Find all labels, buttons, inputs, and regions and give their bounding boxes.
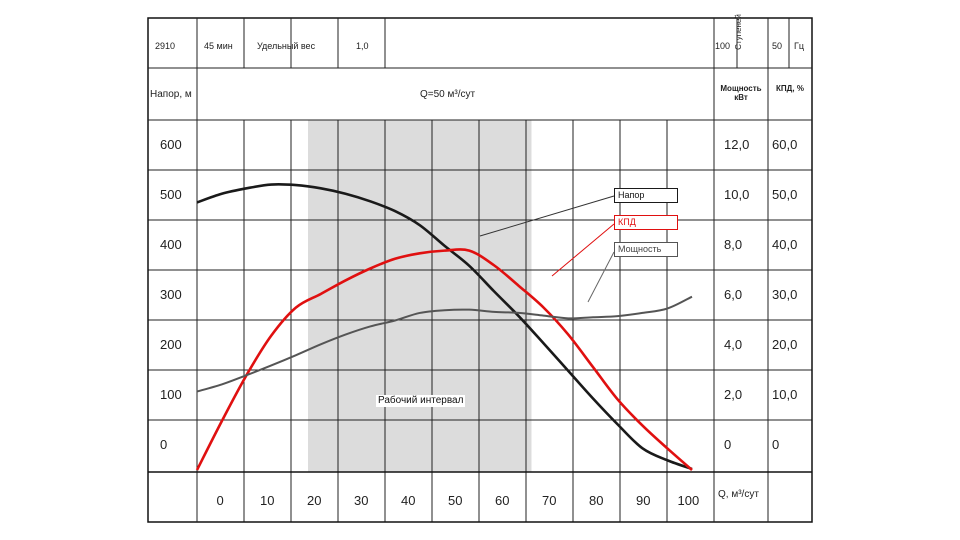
power-tick-label: 4,0	[724, 337, 743, 352]
efficiency-tick-label: 20,0	[772, 337, 798, 352]
x-tick-label: 90	[636, 493, 651, 508]
specific-gravity-value: 1,0	[356, 41, 369, 51]
efficiency-tick-label: 30,0	[772, 287, 798, 302]
table-frame	[147, 17, 813, 523]
eff-caption: КПД, %	[776, 84, 804, 93]
efficiency-tick-label: 50,0	[772, 187, 798, 202]
y-tick-label: 0	[160, 437, 168, 452]
stages-label: Ступеней	[733, 14, 743, 50]
power-tick-label: 12,0	[724, 137, 750, 152]
x-tick-label: 100	[677, 493, 700, 508]
y-tick-label: 200	[160, 337, 182, 352]
x-tick-label: 80	[589, 493, 604, 508]
y-tick-label: 600	[160, 137, 182, 152]
hz-value: 50	[772, 41, 783, 51]
y-tick-label: 400	[160, 237, 182, 252]
flow-title: Q=50 м³/сут	[420, 89, 476, 100]
head-axis-label: Напор, м	[150, 89, 192, 100]
efficiency-tick-label: 10,0	[772, 387, 798, 402]
x-tick-label: 60	[495, 493, 510, 508]
x-tick-label: 50	[448, 493, 463, 508]
efficiency-tick-label: 40,0	[772, 237, 798, 252]
efficiency-tick-label: 60,0	[772, 137, 798, 152]
power-tick-label: 10,0	[724, 187, 750, 202]
rpm-value: 2910	[155, 41, 176, 51]
power-tick-label: 2,0	[724, 387, 743, 402]
y-tick-label: 500	[160, 187, 182, 202]
power-curve	[196, 295, 693, 393]
power-tick-label: 8,0	[724, 237, 743, 252]
power-tick-label: 6,0	[724, 287, 743, 302]
leader-head	[479, 195, 615, 237]
x-tick-label: 70	[542, 493, 557, 508]
legend-power[interactable]: Мощность	[614, 242, 678, 257]
efficiency-tick-label: 0	[772, 437, 780, 452]
freq-value: 100	[715, 41, 731, 51]
y-tick-label: 100	[160, 387, 182, 402]
legend-efficiency[interactable]: КПД	[614, 215, 678, 230]
x-tick-label: 30	[354, 493, 369, 508]
x-axis-label: Q, м³/сут	[718, 489, 759, 500]
specific-gravity-label: Удельный вес	[257, 41, 316, 51]
x-tick-label: 20	[307, 493, 322, 508]
head-curve	[196, 183, 693, 471]
stages-count: 45 мин	[204, 41, 233, 51]
x-tick-label: 40	[401, 493, 416, 508]
y-tick-label: 300	[160, 287, 182, 302]
x-tick-label: 0	[216, 493, 224, 508]
efficiency-curve	[195, 248, 693, 471]
working-interval-label: Рабочий интервал	[376, 395, 466, 407]
power-caption: Мощность кВт	[720, 84, 762, 103]
working-interval-band	[308, 120, 532, 472]
leader-power	[587, 251, 615, 303]
hz-unit: Гц	[794, 41, 805, 51]
leader-efficiency	[551, 223, 615, 277]
power-tick-label: 0	[724, 437, 732, 452]
legend-head[interactable]: Напор	[614, 188, 678, 203]
x-tick-label: 10	[260, 493, 275, 508]
